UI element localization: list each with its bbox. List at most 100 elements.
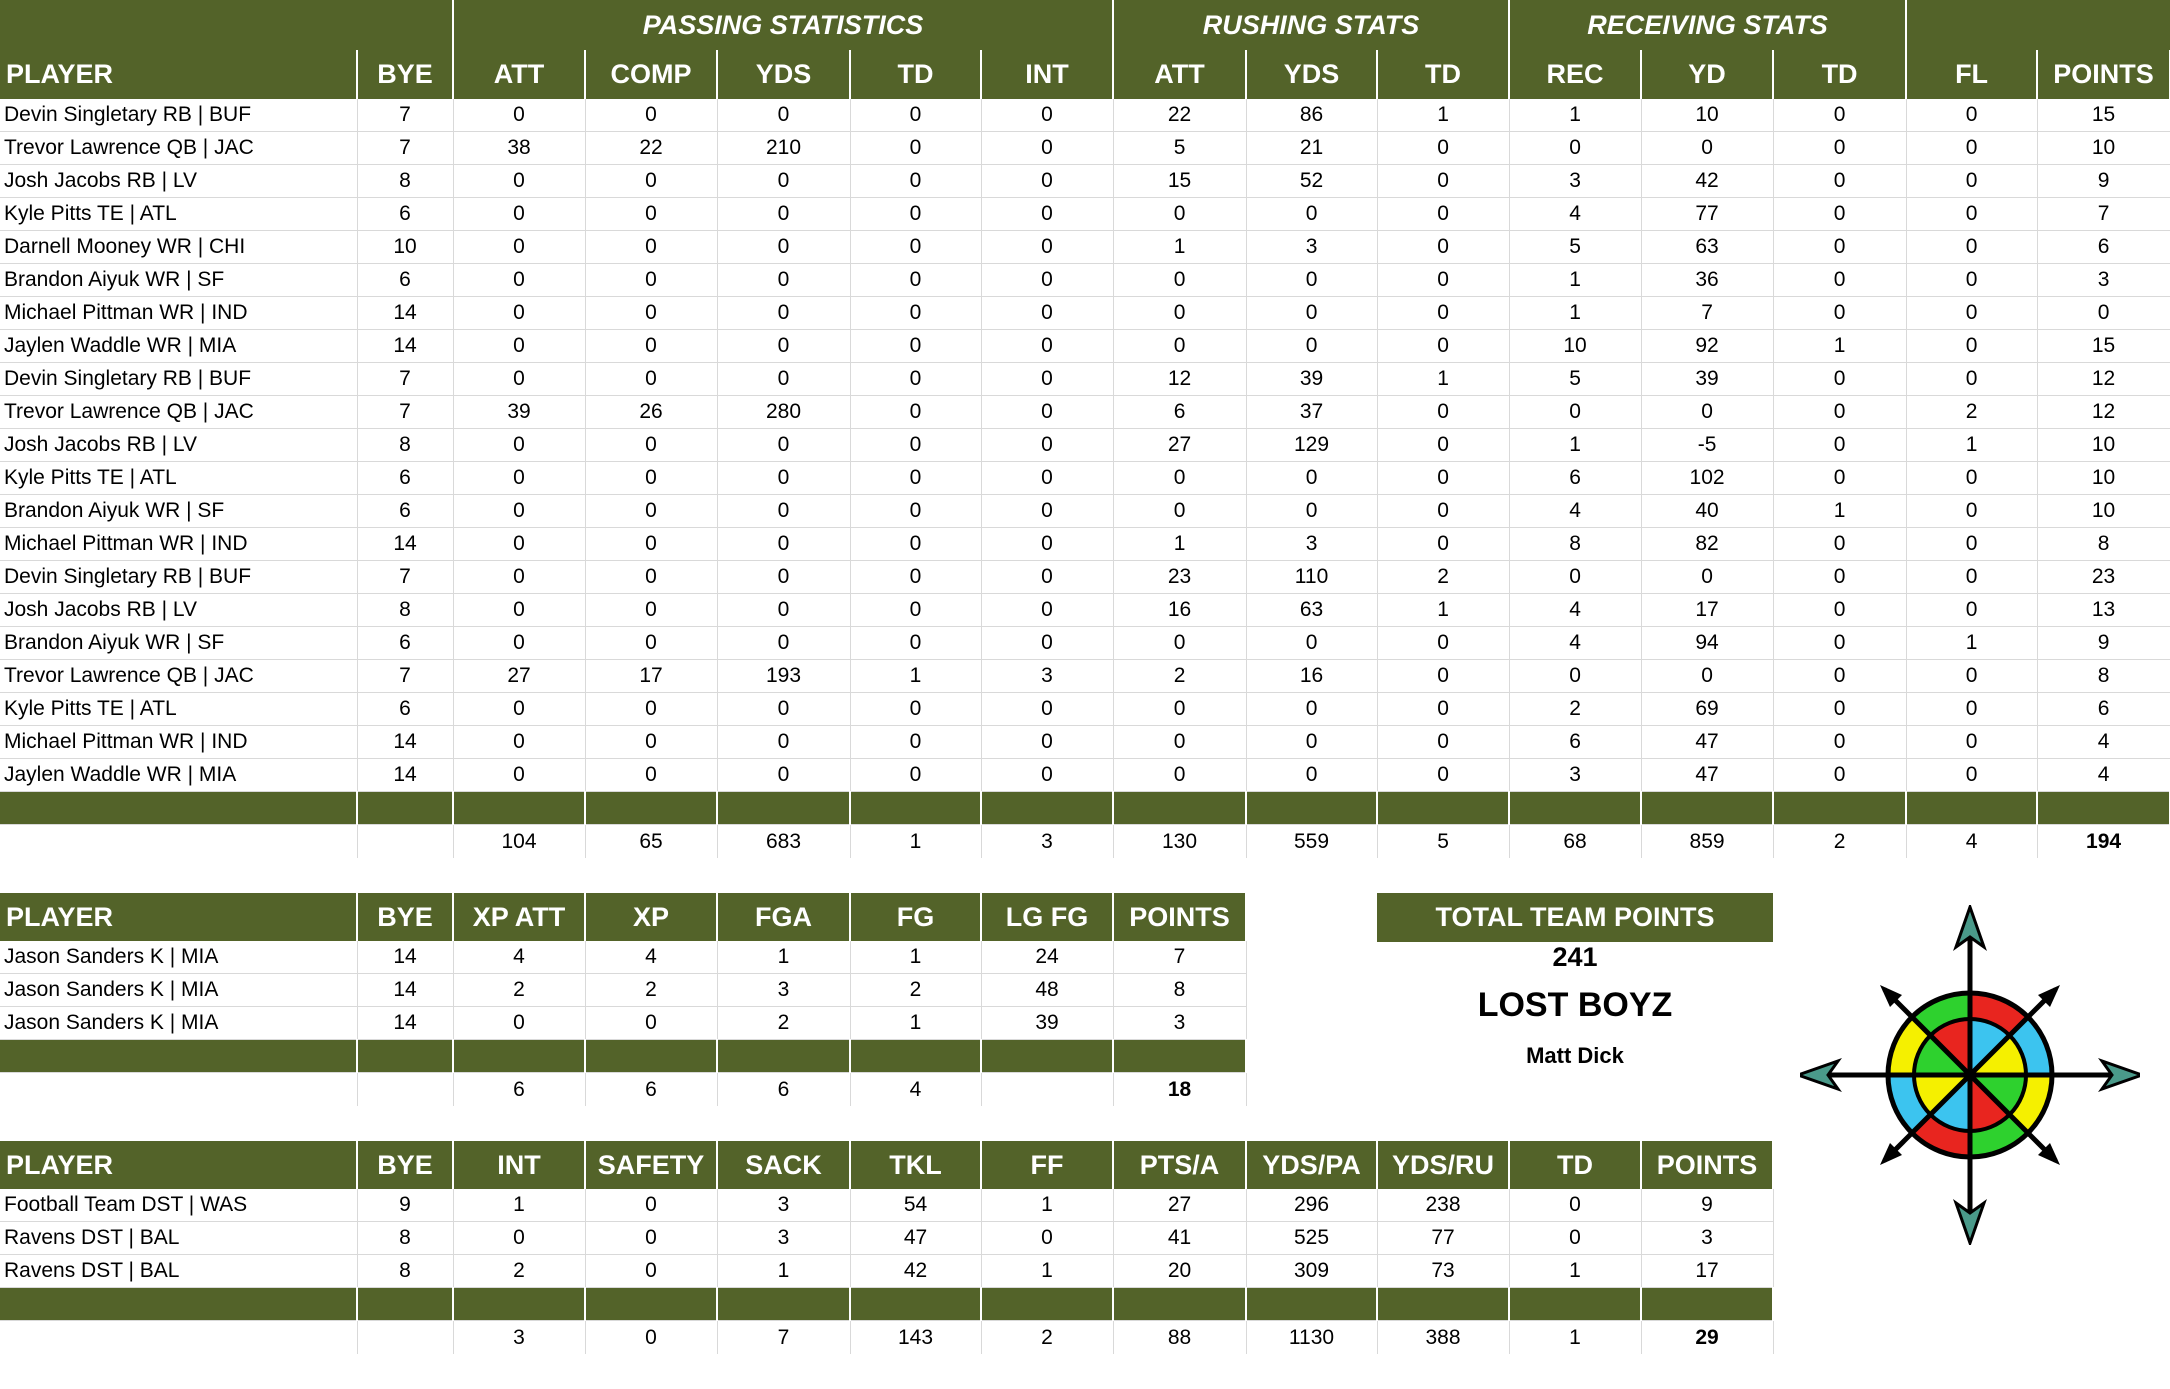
stat-cell[interactable]: 3 [1113,1006,1247,1040]
stat-cell[interactable]: 0 [1377,461,1510,495]
stat-cell[interactable]: 2 [717,1006,851,1040]
stat-cell[interactable]: 0 [981,296,1114,330]
stat-cell[interactable]: 8 [357,593,454,627]
stat-cell[interactable]: 4 [453,941,586,974]
stat-cell[interactable]: 0 [1113,626,1247,660]
stat-cell[interactable]: 6 [357,626,454,660]
stat-cell[interactable]: 0 [453,197,586,231]
stat-cell[interactable]: 0 [1509,1221,1642,1255]
stat-cell[interactable]: 0 [1377,659,1510,693]
player-name-cell[interactable]: Brandon Aiyuk WR | SF [0,626,358,660]
stat-cell[interactable]: 2 [585,973,718,1007]
column-header-lg-fg[interactable]: LG FG [981,893,1114,941]
stat-cell[interactable]: 0 [1246,626,1378,660]
stat-cell[interactable]: 20 [1113,1254,1247,1288]
stat-cell[interactable]: 39 [981,1006,1114,1040]
column-header-points[interactable]: POINTS [1113,893,1247,941]
column-header-yds[interactable]: YDS [1246,50,1379,99]
column-header-td[interactable]: TD [1509,1141,1642,1189]
stat-cell[interactable]: 0 [1246,329,1378,363]
stat-cell[interactable]: 0 [1773,263,1907,297]
stat-cell[interactable]: 0 [453,362,586,396]
stat-cell[interactable]: 3 [1641,1221,1774,1255]
stat-cell[interactable]: 3 [981,659,1114,693]
column-header-safety[interactable]: SAFETY [585,1141,718,1189]
stat-cell[interactable]: 0 [585,461,718,495]
player-name-cell[interactable]: Jason Sanders K | MIA [0,973,358,1007]
stat-cell[interactable]: 77 [1377,1221,1510,1255]
stat-cell[interactable]: 0 [585,692,718,726]
stat-cell[interactable]: 0 [717,560,851,594]
stat-cell[interactable]: 6 [1509,461,1642,495]
stat-cell[interactable]: 1 [1113,230,1247,264]
stat-cell[interactable]: 0 [585,758,718,792]
stat-cell[interactable]: 0 [585,1006,718,1040]
stat-cell[interactable]: 2 [1113,659,1247,693]
stat-cell[interactable]: 0 [850,329,982,363]
stat-cell[interactable]: 69 [1641,692,1774,726]
stat-cell[interactable]: 2 [1906,395,2038,429]
stat-cell[interactable]: 0 [850,692,982,726]
stat-cell[interactable]: 0 [585,1254,718,1288]
stat-cell[interactable]: 0 [585,1189,718,1222]
stat-cell[interactable]: 23 [1113,560,1247,594]
stat-cell[interactable]: 14 [357,725,454,759]
stat-cell[interactable]: 22 [1113,99,1247,132]
stat-cell[interactable]: 0 [717,593,851,627]
stat-cell[interactable]: 0 [981,131,1114,165]
stat-cell[interactable]: 0 [1641,395,1774,429]
stat-cell[interactable]: 1 [850,659,982,693]
stat-cell[interactable]: 21 [1246,131,1378,165]
stat-cell[interactable]: 26 [585,395,718,429]
stat-cell[interactable]: 0 [850,494,982,528]
stat-cell[interactable]: 0 [585,296,718,330]
column-header-points[interactable]: POINTS [2037,50,2170,99]
stat-cell[interactable]: 0 [1509,560,1642,594]
stat-cell[interactable]: 10 [2037,131,2170,165]
stat-cell[interactable]: 0 [1773,659,1907,693]
stat-cell[interactable]: 0 [1377,197,1510,231]
stat-cell[interactable]: 0 [585,494,718,528]
stat-cell[interactable]: 0 [1773,527,1907,561]
stat-cell[interactable]: 39 [453,395,586,429]
player-name-cell[interactable]: Darnell Mooney WR | CHI [0,230,358,264]
player-name-cell[interactable]: Josh Jacobs RB | LV [0,593,358,627]
stat-cell[interactable]: 1 [1509,99,1642,132]
stat-cell[interactable]: 0 [850,725,982,759]
stat-cell[interactable]: 0 [981,395,1114,429]
stat-cell[interactable]: 0 [1906,263,2038,297]
player-name-cell[interactable]: Trevor Lawrence QB | JAC [0,395,358,429]
stat-cell[interactable]: 63 [1246,593,1378,627]
stat-cell[interactable]: 0 [850,131,982,165]
stat-cell[interactable]: 47 [1641,758,1774,792]
stat-cell[interactable]: 14 [357,527,454,561]
column-header-fl[interactable]: FL [1906,50,2039,99]
player-name-cell[interactable]: Jaylen Waddle WR | MIA [0,758,358,792]
stat-cell[interactable]: 0 [453,428,586,462]
stat-cell[interactable]: 0 [981,527,1114,561]
stat-cell[interactable]: 3 [717,973,851,1007]
column-header-xp-att[interactable]: XP ATT [453,893,586,941]
stat-cell[interactable]: 0 [981,626,1114,660]
stat-cell[interactable]: 0 [453,99,586,132]
stat-cell[interactable]: 2 [453,973,586,1007]
stat-cell[interactable]: 0 [1773,131,1907,165]
stat-cell[interactable]: 6 [1113,395,1247,429]
player-name-cell[interactable]: Kyle Pitts TE | ATL [0,197,358,231]
stat-cell[interactable]: 5 [1509,230,1642,264]
stat-cell[interactable]: 0 [585,626,718,660]
stat-cell[interactable]: 0 [981,197,1114,231]
stat-cell[interactable]: 0 [1509,131,1642,165]
column-header-int[interactable]: INT [981,50,1115,99]
stat-cell[interactable]: 0 [453,527,586,561]
stat-cell[interactable]: 14 [357,973,454,1007]
column-header-fg[interactable]: FG [850,893,982,941]
column-header-yds-ru[interactable]: YDS/RU [1377,1141,1510,1189]
stat-cell[interactable]: 7 [357,395,454,429]
player-name-cell[interactable]: Brandon Aiyuk WR | SF [0,263,358,297]
stat-cell[interactable]: 1 [717,1254,851,1288]
stat-cell[interactable]: 0 [1377,131,1510,165]
stat-cell[interactable]: 1 [1509,263,1642,297]
stat-cell[interactable]: 1 [850,941,982,974]
stat-cell[interactable]: 102 [1641,461,1774,495]
